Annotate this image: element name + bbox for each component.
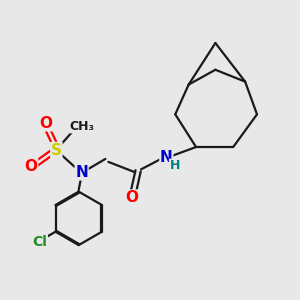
Text: N: N bbox=[160, 150, 173, 165]
Text: O: O bbox=[40, 116, 52, 131]
Text: CH₃: CH₃ bbox=[70, 120, 95, 133]
Text: O: O bbox=[25, 159, 38, 174]
Text: N: N bbox=[75, 165, 88, 180]
Text: H: H bbox=[169, 159, 180, 172]
Text: Cl: Cl bbox=[32, 235, 47, 249]
Text: O: O bbox=[126, 190, 139, 205]
Text: S: S bbox=[51, 142, 62, 158]
